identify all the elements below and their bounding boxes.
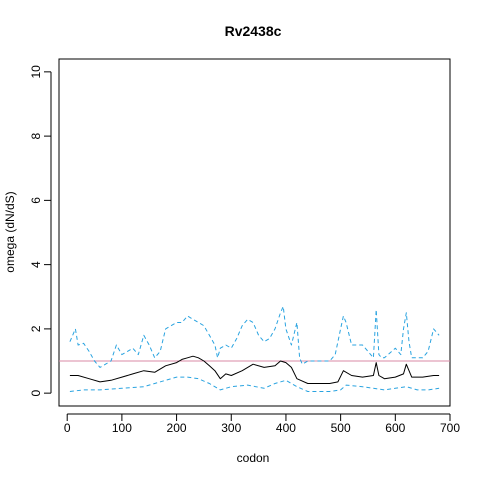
x-tick-label: 0 bbox=[64, 421, 71, 435]
x-axis-label: codon bbox=[237, 451, 270, 465]
ci-line-1 bbox=[69, 305, 440, 368]
y-axis: 0 2 4 6 8 10 bbox=[29, 65, 52, 396]
y-tick-label: 6 bbox=[29, 197, 43, 204]
chart-title: Rv2438c bbox=[225, 23, 282, 39]
x-tick-label: 400 bbox=[276, 421, 296, 435]
x-tick-label: 300 bbox=[221, 421, 241, 435]
ci-line-2 bbox=[69, 376, 440, 392]
y-tick-label: 0 bbox=[29, 389, 43, 396]
x-tick-label: 700 bbox=[440, 421, 460, 435]
x-tick-label: 100 bbox=[112, 421, 132, 435]
plot-box bbox=[58, 58, 451, 407]
x-tick-label: 200 bbox=[167, 421, 187, 435]
y-axis-label: omega (dN/dS) bbox=[3, 191, 17, 272]
plot-area bbox=[59, 305, 450, 392]
y-tick-label: 2 bbox=[29, 325, 43, 332]
x-tick-label: 500 bbox=[331, 421, 351, 435]
mean-line bbox=[69, 355, 440, 384]
x-axis: 0 100 200 300 400 500 600 700 bbox=[64, 413, 460, 435]
y-tick-label: 8 bbox=[29, 132, 43, 139]
y-tick-label: 4 bbox=[29, 261, 43, 268]
y-tick-label: 10 bbox=[29, 65, 43, 79]
x-tick-label: 600 bbox=[385, 421, 405, 435]
